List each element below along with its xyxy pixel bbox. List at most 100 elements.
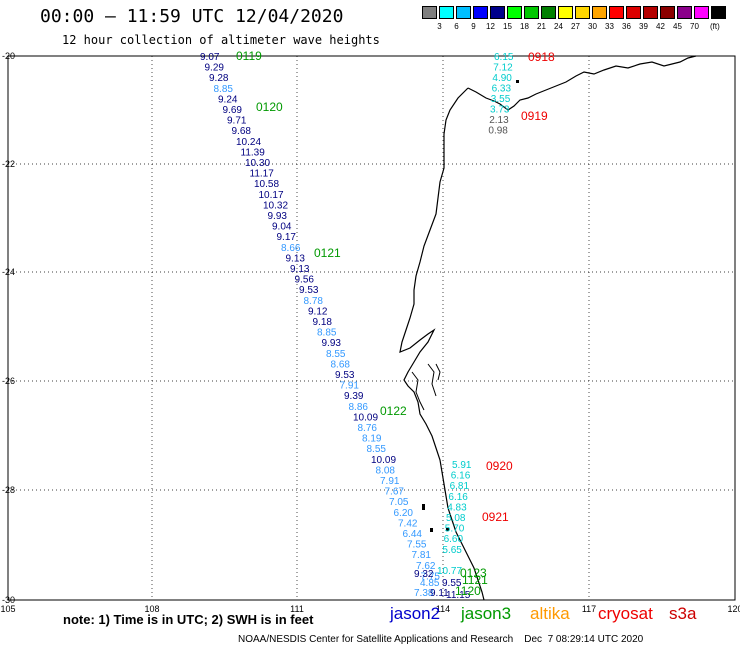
- track-value: 8.68: [331, 359, 351, 370]
- coastline: [399, 55, 697, 601]
- page-subtitle: 12 hour collection of altimeter wave hei…: [62, 33, 380, 47]
- legend-cryosat: cryosat: [598, 604, 653, 623]
- latitude-tick-label: -28: [2, 485, 15, 495]
- right-bottom-track-values: 5.916.166.816.164.835.085.706.605.65: [442, 460, 472, 556]
- color-scale-label: 42: [656, 22, 665, 31]
- longitude-tick-label: 117: [582, 604, 596, 614]
- color-swatch: [456, 6, 471, 19]
- track-value: 7.81: [412, 550, 432, 561]
- color-swatch: [490, 6, 505, 19]
- track-value: 9.68: [232, 126, 252, 137]
- footer-credit: NOAA/NESDIS Center for Satellite Applica…: [238, 634, 644, 645]
- track-value: 6.20: [394, 508, 414, 519]
- track-value: 7.62: [416, 561, 436, 572]
- track-value: 10.09: [353, 412, 378, 423]
- time-label: 0121: [314, 246, 341, 260]
- latitude-tick-label: -30: [2, 595, 15, 605]
- latitude-ticks: -20 -22 -24 -26 -28 -30: [2, 51, 15, 605]
- color-scale-label: 3: [437, 22, 442, 31]
- time-labels: 0119 0120 0121 0122 0918 0919 0920 0921 01231121…: [236, 49, 555, 598]
- track-value: 5.70: [445, 524, 465, 535]
- track-value: 11.17: [250, 169, 275, 180]
- color-scale-label: 15: [503, 22, 512, 31]
- track-value: 10.24: [236, 137, 261, 148]
- longitude-tick-label: 114: [436, 604, 450, 614]
- legend-jason2: jason2: [390, 604, 441, 623]
- latitude-tick-label: -22: [2, 159, 15, 169]
- track-value: 9.07: [200, 52, 220, 63]
- track-value: 9.93: [322, 338, 342, 349]
- track-value: 9.04: [272, 222, 292, 233]
- color-swatch: [592, 6, 607, 19]
- legend-altika: altika: [530, 604, 570, 623]
- color-swatch: [711, 6, 726, 19]
- track-value: 2.13: [489, 115, 509, 126]
- track-value: 9.13: [286, 253, 306, 264]
- track-value: 8.55: [367, 444, 387, 455]
- color-scale-label: 30: [588, 22, 597, 31]
- color-scale-label: 45: [673, 22, 682, 31]
- time-label: 0920: [486, 459, 513, 473]
- color-scale-label: 6: [454, 22, 459, 31]
- track-value: 8.85: [214, 84, 234, 95]
- track-value: 6.16: [451, 471, 471, 482]
- color-swatch: [643, 6, 658, 19]
- islands: [422, 80, 519, 532]
- longitude-tick-label: 111: [290, 604, 304, 614]
- main-track-values: 9.079.299.288.859.249.699.719.6810.2411.…: [200, 52, 440, 582]
- color-scale-label: 18: [520, 22, 529, 31]
- track-value: 4.83: [447, 502, 467, 513]
- time-label: 0119: [236, 49, 262, 63]
- color-scale-label: 36: [622, 22, 631, 31]
- track-value: 4.90: [492, 73, 512, 84]
- time-label: 0919: [521, 109, 548, 123]
- track-value: 0.98: [488, 126, 508, 137]
- time-label: 0921: [482, 510, 509, 524]
- track-value: 6.15: [494, 52, 514, 63]
- track-value: 8.86: [349, 402, 369, 413]
- time-label: 1120: [455, 584, 481, 598]
- color-scale-label: 39: [639, 22, 648, 31]
- color-swatch: [507, 6, 522, 19]
- track-value: 10.58: [254, 179, 279, 190]
- track-value: 10.77: [437, 566, 462, 577]
- track-value: 6.60: [444, 534, 464, 545]
- track-value: 9.24: [218, 94, 238, 105]
- color-swatch: [677, 6, 692, 19]
- track-value: 6.16: [448, 492, 468, 503]
- track-value: 9.32: [414, 569, 434, 580]
- track-value: 5.08: [446, 513, 466, 524]
- track-value: 4.85: [420, 578, 440, 589]
- longitude-tick-label: 120: [727, 604, 740, 614]
- track-value: 11.39: [241, 147, 266, 158]
- legend-jason3: jason3: [461, 604, 512, 623]
- track-value: 7.38: [414, 588, 434, 599]
- latitude-tick-label: -20: [2, 51, 15, 61]
- track-value: 5.65: [442, 545, 462, 556]
- track-value: 9.39: [344, 391, 364, 402]
- track-value: 8.19: [362, 434, 382, 445]
- color-swatch: [422, 6, 437, 19]
- track-value: 9.11: [430, 588, 449, 599]
- track-value: 10.17: [259, 190, 284, 201]
- track-value: 5.91: [452, 460, 472, 471]
- shark-bay: [411, 363, 441, 411]
- color-swatch: [609, 6, 624, 19]
- track-value: 7.91: [380, 476, 400, 487]
- color-scale-label: 21: [537, 22, 546, 31]
- map-grid: [8, 56, 735, 600]
- time-label: 1121: [462, 573, 488, 587]
- color-swatch: [558, 6, 573, 19]
- track-value: 8.08: [376, 465, 396, 476]
- time-label: 0120: [256, 100, 283, 114]
- track-value: 10.32: [263, 200, 288, 211]
- map-frame: [7, 55, 736, 601]
- color-scale-label: 33: [605, 22, 614, 31]
- color-scale-label: 9: [471, 22, 476, 31]
- time-label: 0123: [460, 566, 487, 580]
- latitude-tick-label: -26: [2, 376, 15, 386]
- track-value: 7.05: [389, 497, 409, 508]
- track-value: 9.12: [308, 306, 328, 317]
